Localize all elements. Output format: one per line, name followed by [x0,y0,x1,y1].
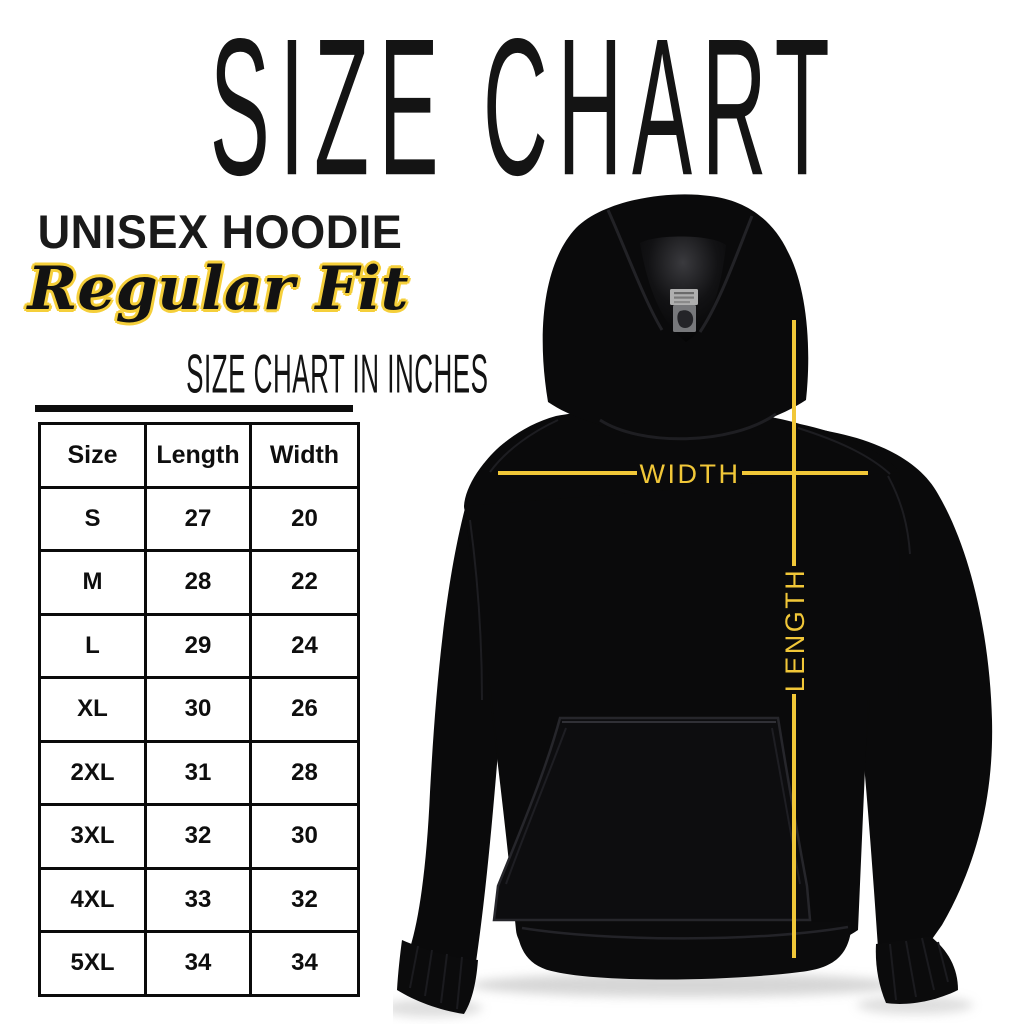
table-heading-wrap: SIZE CHART IN INCHES [35,346,488,403]
page-title-wrap: SIZE CHART [0,0,1024,214]
hoodie-left-sleeve [410,416,562,962]
header-row: Size Length Width [38,422,360,489]
product-name: UNISEX HOODIE [37,205,403,258]
hood-rim-right-fold [698,215,754,333]
size-cell: L [38,612,147,679]
length-cell: 34 [144,930,252,997]
length-measure-label: LENGTH [780,568,810,693]
length-cell: 33 [144,866,252,933]
hood-rim-left-fold [606,209,664,331]
length-cell: 31 [144,739,252,806]
hoodie-hem-band [516,922,852,980]
page-title: SIZE CHART [209,0,840,216]
table-row: 5XL 34 34 [38,930,360,997]
size-cell: 4XL [38,866,147,933]
hem-seam [521,925,849,940]
width-cell: 22 [249,549,360,616]
size-table: Size Length Width S 27 20 M 28 22 L 29 24 XL 30 26 2… [38,422,360,997]
fit-label-wrap: Regular Fit [0,254,436,324]
width-cell: 26 [249,676,360,743]
table-row: L 29 24 [38,612,360,679]
size-cell: 2XL [38,739,147,806]
neck-tag [670,289,698,332]
table-row: M 28 22 [38,549,360,616]
width-measure-label: WIDTH [640,459,741,489]
table-heading: SIZE CHART IN INCHES [186,343,489,406]
table-row: 2XL 31 28 [38,739,360,806]
size-cell: XL [38,676,147,743]
column-header-length: Length [144,422,252,489]
width-cell: 30 [249,803,360,870]
pocket-left-seam [505,727,567,885]
measurement-lines [498,320,868,958]
fit-label: Regular Fit [27,254,409,324]
length-cell: 30 [144,676,252,743]
width-cell: 24 [249,612,360,679]
size-cell: S [38,485,147,552]
length-cell: 29 [144,612,252,679]
size-cell: 5XL [38,930,147,997]
size-cell: 3XL [38,803,147,870]
kangaroo-pocket [492,716,812,922]
size-table-header: Size Length Width [38,422,360,489]
hoodie-diagram: WIDTH LENGTH [393,194,993,1017]
width-cell: 32 [249,866,360,933]
table-heading-underline [35,405,353,412]
hoodie-right-cuff [875,936,958,1004]
table-row: 3XL 32 30 [38,803,360,870]
column-header-size: Size [38,422,147,489]
product-name-wrap: UNISEX HOODIE [0,204,440,259]
hood-drape-seam [599,412,777,441]
width-cell: 20 [249,485,360,552]
length-cell: 32 [144,803,252,870]
width-cell: 34 [249,930,360,997]
cuff-ribbing [409,937,949,1010]
width-cell: 28 [249,739,360,806]
pocket-right-seam [771,727,801,885]
length-cell: 27 [144,485,252,552]
table-row: S 27 20 [38,485,360,552]
length-cell: 28 [144,549,252,616]
column-header-width: Width [249,422,360,489]
table-row: 4XL 33 32 [38,866,360,933]
size-table-body: S 27 20 M 28 22 L 29 24 XL 30 26 2XL 31 28 3XL 32 30 4XL 33… [38,485,360,997]
table-row: XL 30 26 [38,676,360,743]
hoodie-seams [469,419,911,701]
size-cell: M [38,549,147,616]
